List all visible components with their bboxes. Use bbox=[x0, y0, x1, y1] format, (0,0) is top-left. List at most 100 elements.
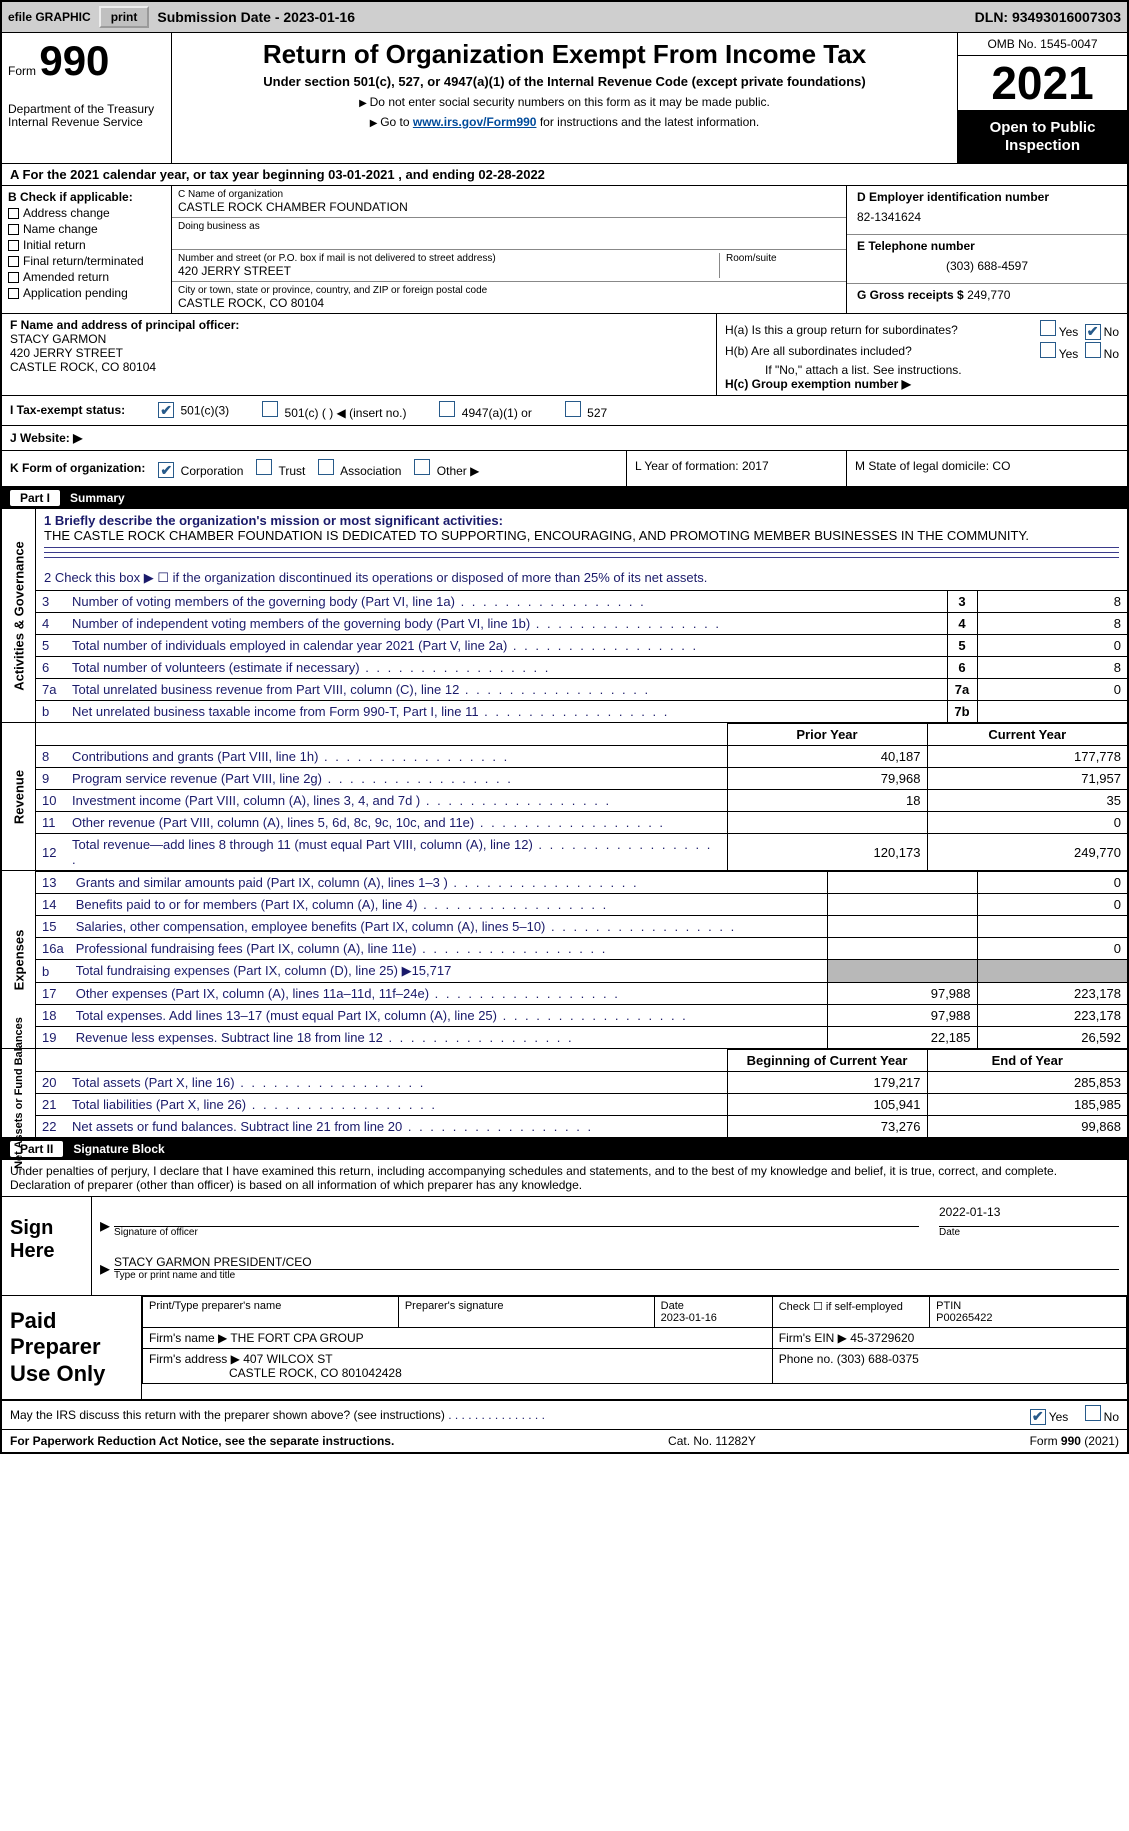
checkbox[interactable] bbox=[8, 224, 19, 235]
dept-text: Department of the Treasury Internal Reve… bbox=[8, 103, 165, 129]
check-label: Application pending bbox=[23, 286, 128, 300]
ein-value: 82-1341624 bbox=[857, 204, 1117, 230]
sig-officer-line[interactable] bbox=[114, 1203, 919, 1227]
submission-date: Submission Date - 2023-01-16 bbox=[157, 9, 355, 25]
prep-date: 2023-01-16 bbox=[661, 1312, 717, 1324]
footer-cat: Cat. No. 11282Y bbox=[668, 1434, 756, 1448]
checkbox[interactable] bbox=[8, 288, 19, 299]
row-j-website: J Website: ▶ bbox=[2, 426, 1127, 451]
k-opt-checkbox[interactable] bbox=[414, 459, 430, 475]
instructions-link[interactable]: www.irs.gov/Form990 bbox=[413, 115, 537, 129]
org-name: CASTLE ROCK CHAMBER FOUNDATION bbox=[178, 200, 840, 214]
check-label: Amended return bbox=[23, 270, 109, 284]
form-number: 990 bbox=[39, 37, 109, 84]
k-opt-checkbox[interactable] bbox=[256, 459, 272, 475]
501c-checkbox[interactable] bbox=[262, 401, 278, 417]
527-checkbox[interactable] bbox=[565, 401, 581, 417]
officer-addr2: CASTLE ROCK, CO 80104 bbox=[10, 360, 708, 374]
part1-chip: Part I bbox=[10, 490, 60, 506]
sign-here-label: Sign Here bbox=[2, 1197, 92, 1295]
dln: DLN: 93493016007303 bbox=[975, 9, 1121, 25]
checkbox[interactable] bbox=[8, 240, 19, 251]
ha-no-checkbox[interactable] bbox=[1085, 324, 1101, 340]
checkbox[interactable] bbox=[8, 272, 19, 283]
ha-yes-checkbox[interactable] bbox=[1040, 320, 1056, 336]
sig-date: 2022-01-13 bbox=[939, 1203, 1119, 1227]
type-name-label: Type or print name and title bbox=[114, 1270, 1119, 1281]
4947-checkbox[interactable] bbox=[439, 401, 455, 417]
e-label: E Telephone number bbox=[857, 239, 1117, 253]
hb-no-checkbox[interactable] bbox=[1085, 342, 1101, 358]
phone-value: (303) 688-4597 bbox=[857, 253, 1117, 279]
i-label: I Tax-exempt status: bbox=[10, 403, 125, 417]
expenses-table: 13Grants and similar amounts paid (Part … bbox=[36, 871, 1127, 1048]
form-word: Form bbox=[8, 64, 36, 78]
toolbar: efile GRAPHIC print Submission Date - 20… bbox=[2, 2, 1127, 33]
note2-post: for instructions and the latest informat… bbox=[540, 115, 759, 129]
sig-date-label: Date bbox=[939, 1227, 1119, 1238]
line2: 2 Check this box ▶ ☐ if the organization… bbox=[36, 566, 1127, 590]
name-title-line: STACY GARMON PRESIDENT/CEO bbox=[114, 1246, 1119, 1270]
room-label: Room/suite bbox=[726, 253, 840, 264]
k-opt-checkbox[interactable] bbox=[158, 462, 174, 478]
tab-net: Net Assets or Fund Balances bbox=[2, 1049, 36, 1137]
footer-right: Form 990 (2021) bbox=[1030, 1434, 1119, 1448]
d-label: D Employer identification number bbox=[857, 190, 1117, 204]
note-ssn: Do not enter social security numbers on … bbox=[180, 95, 949, 109]
print-button[interactable]: print bbox=[99, 6, 150, 28]
ha-label: H(a) Is this a group return for subordin… bbox=[725, 323, 958, 337]
k-opt-checkbox[interactable] bbox=[318, 459, 334, 475]
firm-addr1: 407 WILCOX ST bbox=[243, 1352, 332, 1366]
hb-yesno: Yes No bbox=[1037, 342, 1119, 361]
check-label: Name change bbox=[23, 222, 98, 236]
form-header: Form 990 Department of the Treasury Inte… bbox=[2, 33, 1127, 164]
sign-arrow-icon: ▸ bbox=[100, 1213, 110, 1238]
k-label: K Form of organization: bbox=[10, 461, 145, 475]
officer-name: STACY GARMON bbox=[10, 332, 708, 346]
checkbox[interactable] bbox=[8, 208, 19, 219]
hb-note: If "No," attach a list. See instructions… bbox=[725, 363, 1119, 377]
street-value: 420 JERRY STREET bbox=[178, 264, 719, 278]
revenue-table: Prior YearCurrent Year8Contributions and… bbox=[36, 723, 1127, 870]
sign-here-block: Sign Here ▸ 2022-01-13 Signature of offi… bbox=[2, 1196, 1127, 1296]
firm-addr2: CASTLE ROCK, CO 801042428 bbox=[229, 1366, 402, 1380]
c-label: C Name of organization bbox=[178, 189, 840, 200]
net-assets-table: Beginning of Current YearEnd of Year20To… bbox=[36, 1049, 1127, 1137]
sig-officer-label: Signature of officer bbox=[114, 1227, 919, 1238]
hb-label: H(b) Are all subordinates included? bbox=[725, 344, 912, 358]
footer-left: For Paperwork Reduction Act Notice, see … bbox=[10, 1434, 394, 1448]
checkbox[interactable] bbox=[8, 256, 19, 267]
omb-number: OMB No. 1545-0047 bbox=[958, 33, 1127, 56]
gross-receipts: 249,770 bbox=[967, 288, 1010, 302]
check-label: Final return/terminated bbox=[23, 254, 144, 268]
m-domicile: M State of legal domicile: CO bbox=[847, 451, 1127, 487]
page-footer: For Paperwork Reduction Act Notice, see … bbox=[2, 1429, 1127, 1452]
mission-text: THE CASTLE ROCK CHAMBER FOUNDATION IS DE… bbox=[44, 528, 1029, 543]
501c3-checkbox[interactable] bbox=[158, 402, 174, 418]
city-value: CASTLE ROCK, CO 80104 bbox=[178, 296, 840, 310]
paid-preparer-block: Paid Preparer Use Only Print/Type prepar… bbox=[2, 1296, 1127, 1400]
section-f-h: F Name and address of principal officer:… bbox=[2, 314, 1127, 396]
tax-year: 2021 bbox=[958, 56, 1127, 111]
dba-value bbox=[178, 232, 840, 246]
city-label: City or town, state or province, country… bbox=[178, 285, 840, 296]
section-b-to-g: B Check if applicable: Address change Nam… bbox=[2, 186, 1127, 314]
check-label: Address change bbox=[23, 206, 110, 220]
row-klm: K Form of organization: Corporation Trus… bbox=[2, 451, 1127, 488]
paid-preparer-label: Paid Preparer Use Only bbox=[2, 1296, 142, 1399]
irs-no-checkbox[interactable] bbox=[1085, 1405, 1101, 1421]
prep-name-hdr: Print/Type preparer's name bbox=[143, 1297, 399, 1328]
b-label: B Check if applicable: bbox=[8, 190, 165, 204]
prep-sig-hdr: Preparer's signature bbox=[398, 1297, 654, 1328]
hb-yes-checkbox[interactable] bbox=[1040, 342, 1056, 358]
g-label: G Gross receipts $ bbox=[857, 288, 964, 302]
row-i-tax-status: I Tax-exempt status: 501(c)(3) 501(c) ( … bbox=[2, 396, 1127, 426]
form-container: efile GRAPHIC print Submission Date - 20… bbox=[0, 0, 1129, 1454]
row-a-tax-year: A For the 2021 calendar year, or tax yea… bbox=[2, 164, 1127, 186]
ptin-value: P00265422 bbox=[936, 1312, 992, 1324]
check-label: Initial return bbox=[23, 238, 86, 252]
irs-yes-checkbox[interactable] bbox=[1030, 1409, 1046, 1425]
ha-yesno: Yes No bbox=[1037, 320, 1119, 340]
efile-label: efile GRAPHIC bbox=[8, 10, 91, 24]
note2-pre: Go to bbox=[380, 115, 413, 129]
